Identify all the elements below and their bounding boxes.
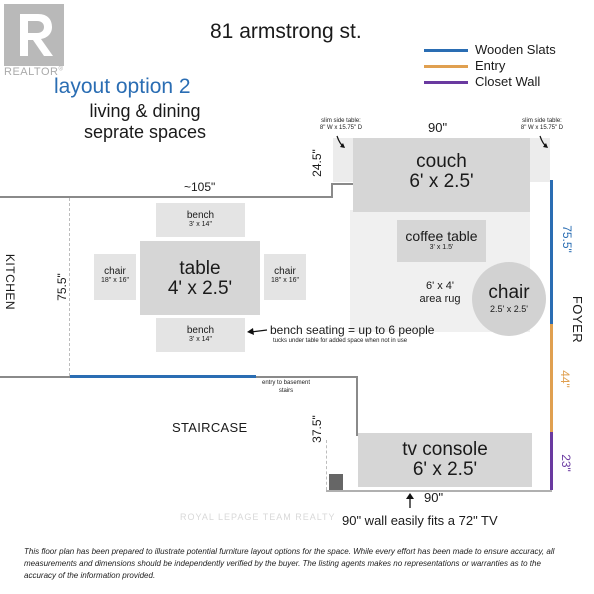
side-table-left-label: slim side table: 8" W x 15.75" D [304,118,378,132]
disclaimer: This floor plan has been prepared to ill… [24,547,555,580]
chair-right: chair 18" x 16" [264,254,306,300]
bench-bottom-label: bench [186,325,215,336]
tv-console: tv console 6' x 2.5' [358,433,532,487]
legend-item-closet-wall: Closet Wall [424,74,584,90]
round-chair-size: 2.5' x 2.5' [490,304,528,314]
chair-right-label: chair [274,266,296,277]
trademark: ® [58,66,64,73]
dim-bottom-width: 90" [424,490,444,505]
bench-tucks-note: tucks under table for added space when n… [273,338,408,344]
bench-seating-note: bench seating = up to 6 people [270,323,435,337]
rug-size: 6' x 4' [425,280,455,292]
wooden-slats-bottom [70,375,256,378]
closet-wall [550,432,553,490]
legend-item-wooden-slats: Wooden Slats [424,42,584,58]
side-table-left [333,138,353,182]
legend-label-wooden-slats: Wooden Slats [475,42,556,57]
chair-right-size: 18" x 16" [271,277,299,284]
wall-dining-top [0,196,333,198]
couch-label: couch [416,151,467,172]
wall-stair [356,376,358,436]
dim-stair-depth: 37.5" [309,415,324,443]
tv-wall-note: 90" wall easily fits a 72" TV [342,513,498,528]
bench-top-size: 3' x 14" [189,221,212,228]
dim-entry: 44" [557,370,572,388]
watermark: ROYAL LEPAGE TEAM REALTY [180,512,336,522]
dim-closet: 23" [558,454,573,472]
dim-right-wall: 75.5" [559,225,574,253]
couch: couch 6' x 2.5' [353,138,530,212]
realtor-r-icon [20,14,53,56]
coffee-table-label: coffee table [405,228,478,244]
legend-swatch-closet-wall [424,81,468,84]
chair-left-size: 18" x 16" [101,277,129,284]
realtor-text: REALTOR [4,66,59,78]
wooden-slats-right [550,180,553,324]
layout-subtitle: layout option 2 [54,75,191,98]
basement-line1: entry to basement [261,380,311,386]
legend-label-closet-wall: Closet Wall [475,74,541,89]
realtor-logo [4,4,64,66]
entry-wall [550,324,553,432]
stair-dashed-edge [326,440,327,490]
side-table-left-line2: 8" W x 15.75" D [319,125,363,131]
basement-entry-label: entry to basement stairs [258,379,314,395]
realtor-logo-text: REALTOR® [4,66,63,78]
description-line1: living & dining [89,101,201,121]
bench-bottom: bench 3' x 14" [156,318,245,352]
coffee-table-size: 3' x 1.5' [429,244,454,251]
wall-step [331,183,333,198]
chair-left-label: chair [104,266,126,277]
bench-top: bench 3' x 14" [156,203,245,237]
side-table-left-line1: slim side table: [321,118,361,124]
tv-console-label: tv console [402,439,488,460]
dim-dining-width: ~105" [184,180,216,194]
round-chair: chair 2.5' x 2.5' [472,262,546,336]
legend-label-entry: Entry [475,58,506,73]
wall-post [329,474,343,490]
dim-top-width: 90" [428,120,448,135]
chair-left: chair 18" x 16" [94,254,136,300]
bench-bottom-size: 3' x 14" [189,336,212,343]
legend-swatch-entry [424,65,468,68]
room-kitchen: KITCHEN [3,253,18,311]
coffee-table: coffee table 3' x 1.5' [397,220,486,262]
tv-wall-arrow-icon [406,493,414,508]
dim-couch-depth: 24.5" [309,149,324,177]
legend-item-entry: Entry [424,58,584,74]
basement-line2: stairs [278,388,294,394]
page-title: 81 armstrong st. [210,20,362,43]
room-foyer: FOYER [570,295,586,344]
description-line2: seprate spaces [83,122,207,142]
room-staircase: STAIRCASE [172,420,248,435]
legend: Wooden Slats Entry Closet Wall [424,42,584,90]
side-table-right [530,138,550,182]
wall-bottom [326,490,552,492]
dim-dining-depth: 75.5" [54,273,69,301]
rug-name: area rug [419,293,461,305]
legend-swatch-wooden-slats [424,49,468,52]
side-table-left-arrow-icon [336,135,345,148]
wall-living-top [331,183,353,185]
table-size: 4' x 2.5' [167,278,233,299]
round-chair-label: chair [488,282,530,303]
couch-size: 6' x 2.5' [409,171,474,192]
layout-description: living & dining seprate spaces [60,101,230,143]
side-table-right-label: slim side table: 8" W x 15.75" D [502,118,582,132]
tv-console-size: 6' x 2.5' [412,459,478,480]
dining-dashed-edge [69,198,70,376]
side-table-right-line1: slim side table: [522,118,562,124]
table-label: table [179,258,221,279]
bench-arrow-icon [247,328,268,335]
dining-table: table 4' x 2.5' [140,241,260,315]
side-table-right-arrow-icon [539,135,548,148]
bench-top-label: bench [186,210,215,221]
side-table-right-line2: 8" W x 15.75" D [520,125,564,131]
rug-label: 6' x 4' area rug [400,280,480,306]
